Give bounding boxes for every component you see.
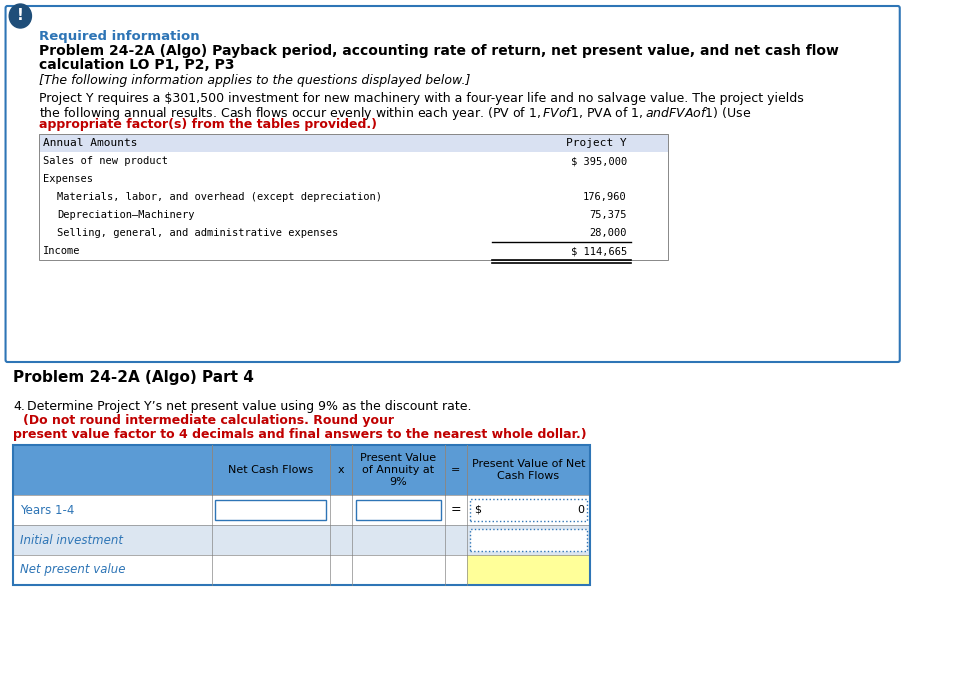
Text: Determine Project Y’s net present value using 9% as the discount rate.: Determine Project Y’s net present value … bbox=[23, 400, 475, 413]
Text: 176,960: 176,960 bbox=[583, 192, 626, 202]
Text: 75,375: 75,375 bbox=[589, 210, 626, 220]
Bar bbox=[13, 555, 590, 585]
Bar bbox=[13, 445, 590, 495]
Text: Project Y requires a $301,500 investment for new machinery with a four-year life: Project Y requires a $301,500 investment… bbox=[39, 92, 803, 105]
Bar bbox=[39, 134, 667, 260]
Bar bbox=[469, 529, 587, 551]
Text: 28,000: 28,000 bbox=[589, 228, 626, 238]
Text: Present Value
of Annuity at
9%: Present Value of Annuity at 9% bbox=[360, 454, 436, 487]
Bar bbox=[39, 224, 667, 242]
Text: 0: 0 bbox=[577, 505, 584, 515]
Text: Selling, general, and administrative expenses: Selling, general, and administrative exp… bbox=[58, 228, 338, 238]
Bar bbox=[13, 495, 590, 525]
Bar bbox=[13, 525, 590, 555]
Text: Years 1-4: Years 1-4 bbox=[21, 504, 74, 517]
Text: Net present value: Net present value bbox=[21, 563, 126, 576]
Text: Income: Income bbox=[42, 246, 80, 256]
Text: appropriate factor(s) from the tables provided.): appropriate factor(s) from the tables pr… bbox=[39, 118, 377, 131]
Bar bbox=[39, 152, 667, 170]
Text: Expenses: Expenses bbox=[42, 174, 93, 184]
Text: Materials, labor, and overhead (except depreciation): Materials, labor, and overhead (except d… bbox=[58, 192, 382, 202]
Bar bbox=[13, 445, 590, 585]
Text: x: x bbox=[337, 465, 344, 475]
Text: =: = bbox=[450, 504, 461, 517]
Text: present value factor to 4 decimals and final answers to the nearest whole dollar: present value factor to 4 decimals and f… bbox=[13, 428, 586, 441]
Text: $ 395,000: $ 395,000 bbox=[570, 156, 626, 166]
Bar bbox=[39, 188, 667, 206]
Text: the following annual results. Cash flows occur evenly within each year. (PV of $: the following annual results. Cash flows… bbox=[39, 105, 750, 122]
Text: (Do not round intermediate calculations. Round your: (Do not round intermediate calculations.… bbox=[23, 414, 394, 427]
Text: Depreciation–Machinery: Depreciation–Machinery bbox=[58, 210, 195, 220]
Bar bbox=[39, 170, 667, 188]
Text: Sales of new product: Sales of new product bbox=[42, 156, 167, 166]
Text: Problem 24-2A (Algo) Part 4: Problem 24-2A (Algo) Part 4 bbox=[13, 370, 253, 385]
Text: 4.: 4. bbox=[13, 400, 24, 413]
Text: Present Value of Net
Cash Flows: Present Value of Net Cash Flows bbox=[471, 459, 585, 481]
Bar bbox=[13, 525, 590, 555]
Text: $: $ bbox=[474, 505, 481, 515]
Bar bbox=[13, 555, 590, 585]
Bar bbox=[39, 242, 667, 260]
FancyBboxPatch shape bbox=[6, 6, 899, 362]
Bar bbox=[467, 555, 590, 585]
Text: [The following information applies to the questions displayed below.]: [The following information applies to th… bbox=[39, 74, 469, 87]
Text: $ 114,665: $ 114,665 bbox=[570, 246, 626, 256]
Text: Annual Amounts: Annual Amounts bbox=[42, 138, 137, 148]
Bar bbox=[39, 134, 667, 152]
Text: Problem 24-2A (Algo) Payback period, accounting rate of return, net present valu: Problem 24-2A (Algo) Payback period, acc… bbox=[39, 44, 838, 58]
Bar bbox=[39, 206, 667, 224]
Text: Required information: Required information bbox=[39, 30, 200, 43]
Bar bbox=[356, 500, 441, 520]
Text: Initial investment: Initial investment bbox=[21, 534, 123, 546]
Bar bbox=[13, 495, 590, 525]
Circle shape bbox=[9, 4, 31, 28]
Bar bbox=[469, 499, 587, 521]
Text: =: = bbox=[451, 465, 460, 475]
Text: !: ! bbox=[17, 9, 23, 24]
Text: calculation LO P1, P2, P3: calculation LO P1, P2, P3 bbox=[39, 58, 234, 72]
Bar bbox=[215, 500, 326, 520]
Text: Net Cash Flows: Net Cash Flows bbox=[228, 465, 313, 475]
Text: Project Y: Project Y bbox=[565, 138, 626, 148]
